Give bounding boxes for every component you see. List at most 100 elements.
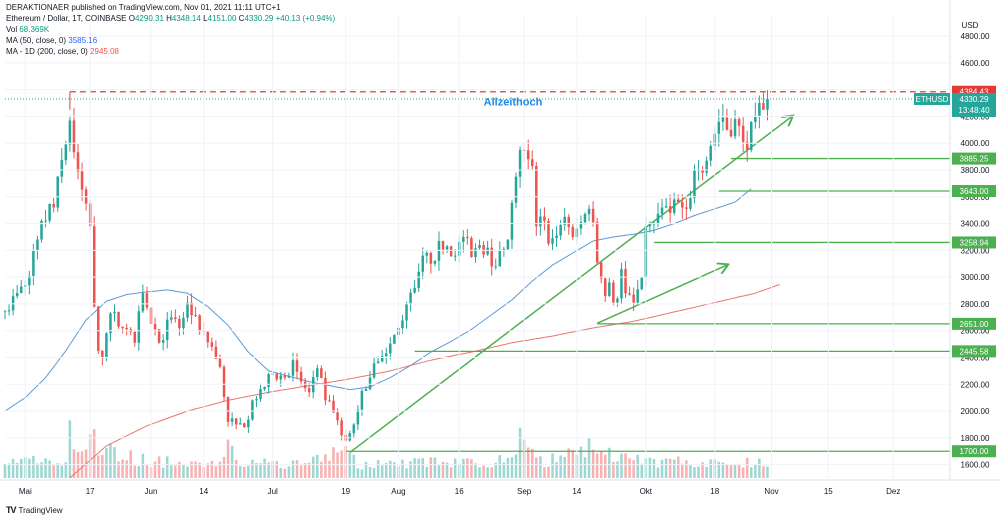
candle-body xyxy=(36,239,39,251)
candle xyxy=(705,156,708,177)
candle-body xyxy=(92,226,96,307)
volume-bar xyxy=(429,457,433,478)
currency-label: USD xyxy=(962,21,979,30)
candle xyxy=(750,121,753,153)
volume-bar xyxy=(194,461,197,478)
candle-body xyxy=(660,207,664,214)
volume-bar xyxy=(218,461,222,478)
candle xyxy=(660,198,664,220)
volume-bar xyxy=(303,463,307,478)
candle-body xyxy=(494,266,498,268)
candle xyxy=(490,238,493,276)
volume-bar xyxy=(441,461,445,478)
candle-body xyxy=(157,329,161,343)
y-tick-label: 4600.00 xyxy=(961,59,990,68)
candle-body xyxy=(291,360,295,376)
volume-value: 68.369K xyxy=(19,25,50,34)
candle-body xyxy=(393,334,396,344)
candle-body xyxy=(356,409,360,425)
candle xyxy=(157,328,161,344)
candle-body xyxy=(466,236,469,239)
candle-body xyxy=(725,117,729,130)
candle xyxy=(571,223,575,240)
candle-body xyxy=(591,208,595,223)
candle-body xyxy=(693,170,696,199)
candle-body xyxy=(165,319,169,340)
price-labels: 3885.25 3643.00 3258.94 2651.00 2445.58 1700.… xyxy=(484,85,996,458)
candle-body xyxy=(526,150,530,160)
candle xyxy=(413,279,416,294)
level-label-box xyxy=(952,152,996,165)
candle-body xyxy=(263,386,266,390)
lines-layer xyxy=(4,91,950,479)
candle xyxy=(263,386,266,391)
candle-body xyxy=(348,433,351,441)
candle-body xyxy=(68,120,72,145)
candle xyxy=(701,165,704,181)
volume-bar xyxy=(608,447,611,478)
candle-body xyxy=(539,216,542,227)
candle-body xyxy=(198,315,201,331)
level-label-text: 1700.00 xyxy=(960,447,989,456)
candle-body xyxy=(56,176,59,208)
volume-bar xyxy=(417,458,420,478)
volume-bar xyxy=(230,445,234,478)
candle-body xyxy=(153,324,157,330)
volume-bar xyxy=(389,460,392,478)
candle xyxy=(551,229,554,251)
volume-bar xyxy=(664,458,668,478)
candle xyxy=(141,284,145,313)
candle xyxy=(117,311,120,329)
candle xyxy=(689,190,692,212)
candle-body xyxy=(137,311,141,343)
y-tick-label: 1600.00 xyxy=(961,461,990,470)
level-label: 2651.00 xyxy=(952,317,996,330)
volume-bar xyxy=(583,457,587,478)
volume-bar xyxy=(92,429,96,478)
candle-body xyxy=(64,144,68,161)
volume-bar xyxy=(279,467,283,478)
candle-body xyxy=(571,226,575,237)
candle xyxy=(616,296,619,307)
volume-bar xyxy=(758,458,761,478)
volume-bar xyxy=(52,465,55,478)
trendline-arrow xyxy=(349,116,792,454)
x-tick-label: Nov xyxy=(764,487,778,496)
candle-body xyxy=(689,198,692,209)
candle xyxy=(518,146,522,188)
volume-bar xyxy=(15,462,19,478)
candle xyxy=(226,396,230,427)
volume-bar xyxy=(157,456,161,478)
volume-bar xyxy=(36,463,39,478)
high-label: H xyxy=(166,14,172,23)
candle xyxy=(255,395,258,408)
candle xyxy=(206,330,210,348)
candle xyxy=(620,262,623,305)
volume-bar xyxy=(348,453,351,478)
footer-brand: TradingView xyxy=(18,505,63,515)
candle-body xyxy=(267,373,270,387)
volume-bar xyxy=(502,462,506,478)
volume-bar xyxy=(198,462,201,478)
candle-body xyxy=(681,202,684,208)
candle xyxy=(283,372,287,380)
candle xyxy=(389,337,392,360)
volume-bar xyxy=(336,452,339,478)
volume-bar xyxy=(283,468,287,478)
volume-bar xyxy=(725,464,729,478)
candle xyxy=(11,288,15,316)
candle xyxy=(186,295,189,322)
volume-bar xyxy=(709,459,712,478)
volume-bar xyxy=(526,447,530,478)
volume-bar xyxy=(165,456,169,478)
candle-body xyxy=(648,223,652,227)
candle-body xyxy=(170,317,173,320)
x-tick-label: 18 xyxy=(710,487,719,496)
volume-bar xyxy=(620,453,623,478)
candle-body xyxy=(449,246,453,257)
candle-body xyxy=(287,375,291,378)
candle xyxy=(105,332,108,362)
candle-body xyxy=(320,368,323,378)
volume-bar xyxy=(182,464,185,478)
